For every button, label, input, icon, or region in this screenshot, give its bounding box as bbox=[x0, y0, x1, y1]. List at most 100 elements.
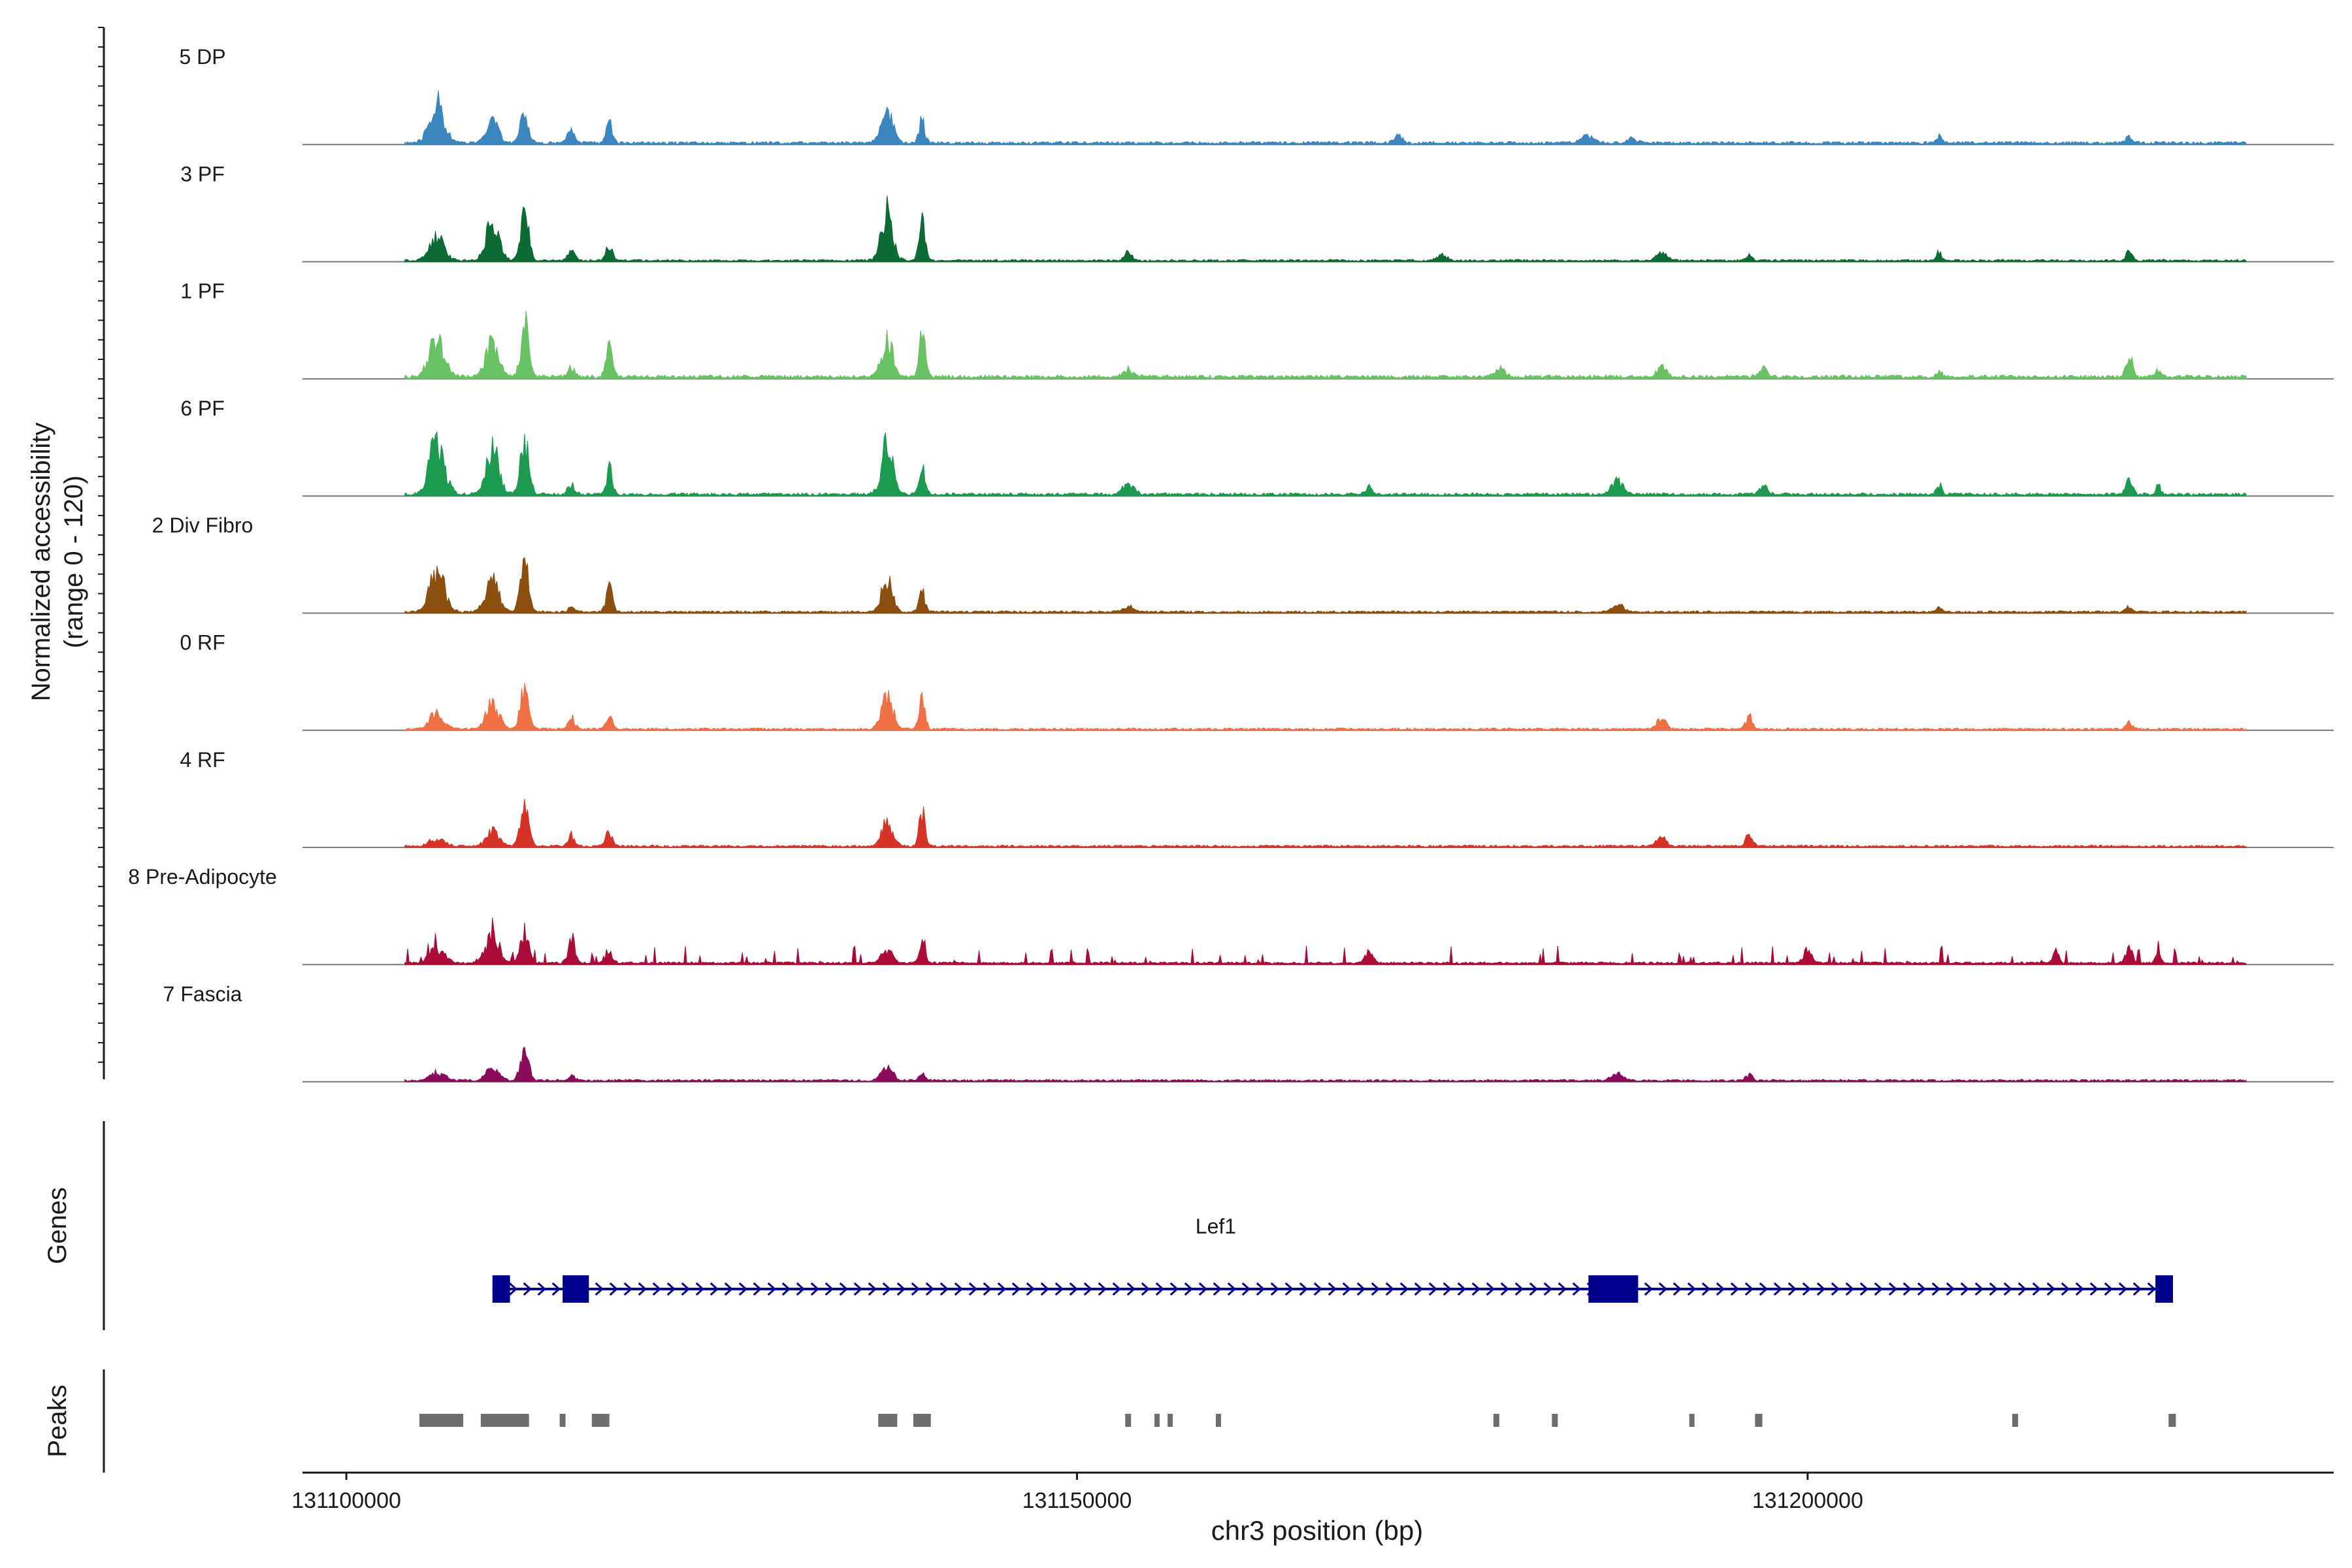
strand-arrow bbox=[724, 1282, 734, 1296]
strand-arrow bbox=[1701, 1282, 1711, 1296]
strand-arrow bbox=[1026, 1282, 1036, 1296]
strand-arrow bbox=[1313, 1282, 1323, 1296]
track-label: 1 PF bbox=[180, 280, 225, 303]
strand-arrow bbox=[695, 1282, 705, 1296]
track-0-rf: 0 RF bbox=[180, 631, 2334, 731]
strand-arrow bbox=[1126, 1282, 1136, 1296]
strand-arrow bbox=[810, 1282, 820, 1296]
peak-region bbox=[1493, 1414, 1499, 1427]
gene-exon bbox=[492, 1275, 510, 1303]
track-5-dp: 5 DP bbox=[179, 45, 2334, 146]
strand-arrow bbox=[1471, 1282, 1481, 1296]
coverage-area bbox=[404, 90, 2247, 145]
strand-arrow bbox=[1169, 1282, 1179, 1296]
strand-arrow bbox=[997, 1282, 1007, 1296]
x-tick-label: 131200000 bbox=[1752, 1488, 1863, 1513]
strand-arrow bbox=[781, 1282, 791, 1296]
strand-arrow bbox=[1198, 1282, 1208, 1296]
strand-arrow bbox=[1673, 1282, 1682, 1296]
peak-region bbox=[2012, 1414, 2018, 1427]
strand-arrow bbox=[939, 1282, 949, 1296]
strand-arrow bbox=[2032, 1282, 2042, 1296]
track-label: 8 Pre-Adipocyte bbox=[128, 865, 277, 889]
coverage-tracks: 5 DP 3 PF 1 PF 6 PF 2 Div Fibro 0 RF 4 RF 8 Pre… bbox=[128, 45, 2334, 1083]
strand-arrow bbox=[1040, 1282, 1050, 1296]
strand-arrow bbox=[1184, 1282, 1194, 1296]
strand-arrow bbox=[1141, 1282, 1151, 1296]
x-axis-title: chr3 position (bp) bbox=[1211, 1515, 1424, 1546]
strand-arrow bbox=[1529, 1282, 1539, 1296]
y-axis bbox=[98, 27, 105, 1079]
strand-arrow bbox=[1500, 1282, 1510, 1296]
track-label: 4 RF bbox=[180, 748, 225, 772]
coverage-area bbox=[404, 917, 2247, 965]
peak-region bbox=[591, 1414, 610, 1427]
strand-arrow bbox=[1299, 1282, 1309, 1296]
track-label: 7 Fascia bbox=[163, 982, 242, 1005]
strand-arrow bbox=[853, 1282, 863, 1296]
strand-arrow bbox=[652, 1282, 662, 1296]
strand-arrow bbox=[1917, 1282, 1927, 1296]
track-label: 3 PF bbox=[180, 162, 225, 186]
strand-arrow bbox=[925, 1282, 935, 1296]
strand-arrow bbox=[2104, 1282, 2114, 1296]
strand-arrow bbox=[1788, 1282, 1797, 1296]
peak-track bbox=[419, 1414, 2176, 1427]
strand-arrow bbox=[1428, 1282, 1438, 1296]
coverage-area bbox=[404, 798, 2247, 848]
strand-arrow bbox=[537, 1282, 547, 1296]
strand-arrow bbox=[983, 1282, 992, 1296]
strand-arrow bbox=[1371, 1282, 1380, 1296]
strand-arrow bbox=[551, 1282, 561, 1296]
strand-arrow bbox=[868, 1282, 877, 1296]
strand-arrow bbox=[1342, 1282, 1352, 1296]
peak-region bbox=[1689, 1414, 1695, 1427]
strand-arrow bbox=[710, 1282, 719, 1296]
genes-track-label: Genes bbox=[43, 1187, 72, 1264]
peak-region bbox=[419, 1414, 464, 1427]
strand-arrow bbox=[1414, 1282, 1424, 1296]
strand-arrow bbox=[508, 1282, 518, 1296]
gene-exon bbox=[2155, 1275, 2173, 1303]
strand-arrow bbox=[638, 1282, 647, 1296]
strand-arrow bbox=[1069, 1282, 1079, 1296]
strand-arrow bbox=[1328, 1282, 1337, 1296]
strand-arrow bbox=[1112, 1282, 1122, 1296]
y-axis-label-line1: Normalized accessibility bbox=[27, 423, 56, 702]
track-7-fascia: 7 Fascia bbox=[163, 982, 2334, 1083]
strand-arrow bbox=[1443, 1282, 1452, 1296]
strand-arrow bbox=[1558, 1282, 1567, 1296]
track-4-rf: 4 RF bbox=[180, 748, 2334, 849]
strand-arrow bbox=[1744, 1282, 1754, 1296]
strand-arrow bbox=[1399, 1282, 1409, 1296]
strand-arrow bbox=[2132, 1282, 2142, 1296]
strand-arrow bbox=[1989, 1282, 1999, 1296]
track-2-div-fibro: 2 Div Fibro bbox=[152, 514, 2334, 614]
strand-arrow bbox=[1845, 1282, 1855, 1296]
strand-arrow bbox=[1716, 1282, 1725, 1296]
strand-arrow bbox=[1457, 1282, 1467, 1296]
strand-arrow bbox=[839, 1282, 849, 1296]
strand-arrow bbox=[1227, 1282, 1237, 1296]
peak-region bbox=[1168, 1414, 1173, 1427]
strand-arrow bbox=[896, 1282, 906, 1296]
strand-arrow bbox=[1816, 1282, 1826, 1296]
strand-arrow bbox=[1543, 1282, 1553, 1296]
strand-arrow bbox=[2075, 1282, 2085, 1296]
strand-arrow bbox=[1514, 1282, 1524, 1296]
strand-arrow bbox=[1931, 1282, 1941, 1296]
gene-track bbox=[492, 1275, 2173, 1303]
strand-arrow bbox=[1874, 1282, 1884, 1296]
strand-arrow bbox=[609, 1282, 619, 1296]
strand-arrow bbox=[911, 1282, 921, 1296]
coverage-area bbox=[404, 557, 2247, 613]
strand-arrow bbox=[1054, 1282, 1064, 1296]
strand-arrow bbox=[1802, 1282, 1812, 1296]
strand-arrow bbox=[882, 1282, 892, 1296]
coverage-area bbox=[404, 431, 2247, 497]
strand-arrow bbox=[1256, 1282, 1266, 1296]
strand-arrow bbox=[1011, 1282, 1021, 1296]
strand-arrow bbox=[1730, 1282, 1740, 1296]
strand-arrow bbox=[1687, 1282, 1697, 1296]
track-label: 5 DP bbox=[179, 45, 225, 69]
